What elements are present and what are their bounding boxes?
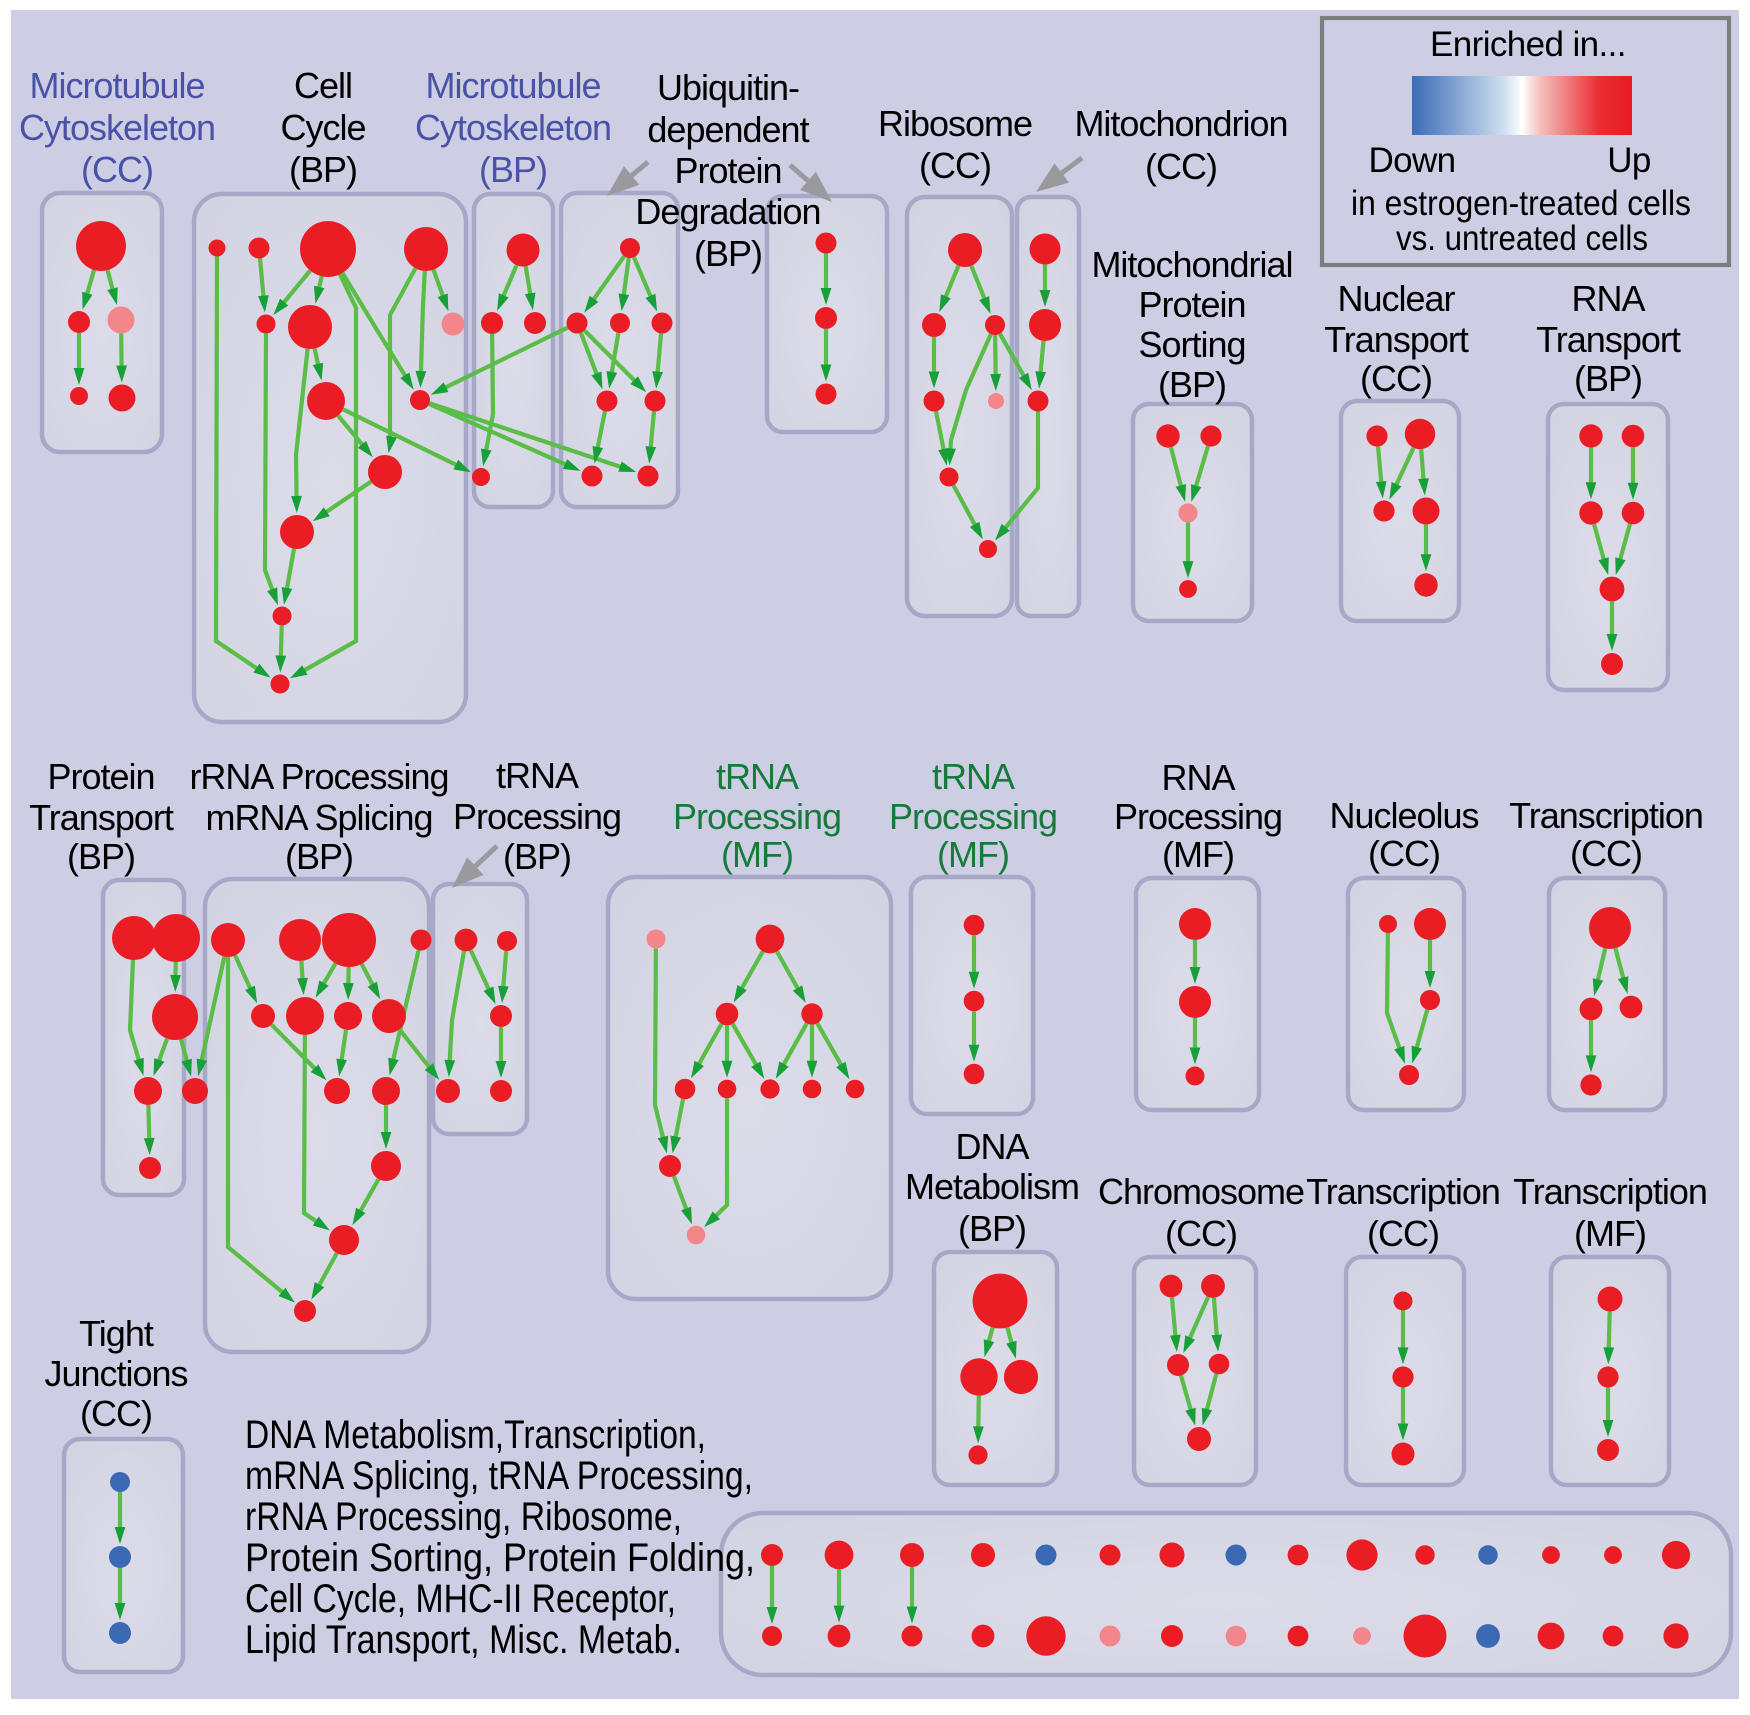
svg-text:(MF): (MF) — [721, 834, 793, 875]
svg-text:(BP): (BP) — [289, 149, 357, 190]
svg-text:Nucleolus: Nucleolus — [1329, 795, 1478, 836]
svg-text:(CC): (CC) — [1360, 358, 1432, 399]
svg-text:(BP): (BP) — [958, 1208, 1026, 1249]
svg-text:(MF): (MF) — [937, 834, 1009, 875]
svg-text:Transcription: Transcription — [1513, 1171, 1707, 1212]
svg-text:(MF): (MF) — [1574, 1213, 1646, 1254]
svg-text:Protein: Protein — [47, 756, 154, 797]
svg-text:Sorting: Sorting — [1138, 324, 1245, 365]
svg-text:Transcription: Transcription — [1306, 1171, 1500, 1212]
svg-text:Ribosome: Ribosome — [878, 103, 1032, 144]
svg-text:Mitochondrion: Mitochondrion — [1074, 103, 1287, 144]
svg-text:Junctions: Junctions — [44, 1353, 187, 1394]
svg-text:(BP): (BP) — [1574, 358, 1642, 399]
svg-text:Ubiquitin-: Ubiquitin- — [657, 67, 799, 108]
svg-text:rRNA Processing: rRNA Processing — [189, 756, 448, 797]
svg-text:(BP): (BP) — [1158, 364, 1226, 405]
svg-text:Processing: Processing — [889, 796, 1057, 837]
svg-text:Up: Up — [1607, 141, 1651, 180]
svg-text:tRNA: tRNA — [716, 756, 799, 797]
svg-text:(BP): (BP) — [694, 233, 762, 274]
svg-text:Processing: Processing — [1114, 796, 1282, 837]
svg-text:Enriched in...: Enriched in... — [1430, 25, 1626, 64]
svg-text:dependent: dependent — [647, 109, 809, 150]
svg-text:(CC): (CC) — [1145, 146, 1217, 187]
svg-text:(CC): (CC) — [80, 1393, 152, 1434]
svg-text:(BP): (BP) — [67, 836, 135, 877]
svg-text:(CC): (CC) — [1368, 833, 1440, 874]
svg-text:(BP): (BP) — [503, 836, 571, 877]
svg-text:DNA: DNA — [955, 1126, 1029, 1167]
svg-text:Processing: Processing — [453, 796, 621, 837]
svg-text:tRNA: tRNA — [496, 755, 579, 796]
svg-text:(BP): (BP) — [479, 149, 547, 190]
svg-text:(CC): (CC) — [81, 149, 153, 190]
svg-text:in estrogen-treated cells: in estrogen-treated cells — [1351, 184, 1691, 223]
svg-text:Transport: Transport — [1324, 319, 1469, 360]
svg-text:Protein: Protein — [674, 150, 781, 191]
svg-text:Cytoskeleton: Cytoskeleton — [19, 107, 215, 148]
svg-text:Nuclear: Nuclear — [1337, 278, 1455, 319]
svg-text:Mitochondrial: Mitochondrial — [1091, 244, 1292, 285]
svg-text:Cell: Cell — [294, 65, 352, 106]
svg-text:Transport: Transport — [1536, 319, 1681, 360]
svg-text:Degradation: Degradation — [635, 191, 820, 232]
svg-text:Transcription: Transcription — [1509, 795, 1703, 836]
svg-text:(MF): (MF) — [1162, 834, 1234, 875]
svg-text:Chromosome: Chromosome — [1098, 1171, 1304, 1212]
svg-text:mRNA Splicing, tRNA Processing: mRNA Splicing, tRNA Processing, — [245, 1454, 753, 1498]
svg-text:Cycle: Cycle — [280, 107, 365, 148]
svg-text:Protein Sorting, Protein Foldi: Protein Sorting, Protein Folding, — [245, 1536, 755, 1580]
svg-text:(CC): (CC) — [1165, 1213, 1237, 1254]
svg-text:Processing: Processing — [673, 796, 841, 837]
svg-text:Cell Cycle, MHC-II Receptor,: Cell Cycle, MHC-II Receptor, — [245, 1577, 676, 1621]
svg-text:vs. untreated cells: vs. untreated cells — [1396, 219, 1648, 258]
svg-text:rRNA Processing, Ribosome,: rRNA Processing, Ribosome, — [245, 1495, 682, 1539]
svg-text:tRNA: tRNA — [932, 756, 1015, 797]
svg-text:RNA: RNA — [1571, 278, 1645, 319]
svg-text:(CC): (CC) — [919, 145, 991, 186]
svg-text:DNA Metabolism,Transcription,: DNA Metabolism,Transcription, — [245, 1413, 706, 1457]
svg-text:(CC): (CC) — [1367, 1213, 1439, 1254]
svg-text:Protein: Protein — [1138, 284, 1245, 325]
svg-text:mRNA Splicing: mRNA Splicing — [205, 797, 432, 838]
svg-text:(BP): (BP) — [285, 836, 353, 877]
svg-text:Tight: Tight — [79, 1313, 154, 1354]
svg-text:Transport: Transport — [29, 797, 174, 838]
svg-text:Microtubule: Microtubule — [425, 65, 600, 106]
svg-text:Down: Down — [1368, 141, 1455, 180]
svg-text:Lipid Transport, Misc. Metab.: Lipid Transport, Misc. Metab. — [245, 1618, 682, 1662]
svg-text:Microtubule: Microtubule — [29, 65, 204, 106]
svg-text:Cytoskeleton: Cytoskeleton — [415, 107, 611, 148]
svg-text:Metabolism: Metabolism — [905, 1166, 1079, 1207]
svg-text:(CC): (CC) — [1570, 833, 1642, 874]
svg-text:RNA: RNA — [1161, 757, 1235, 798]
